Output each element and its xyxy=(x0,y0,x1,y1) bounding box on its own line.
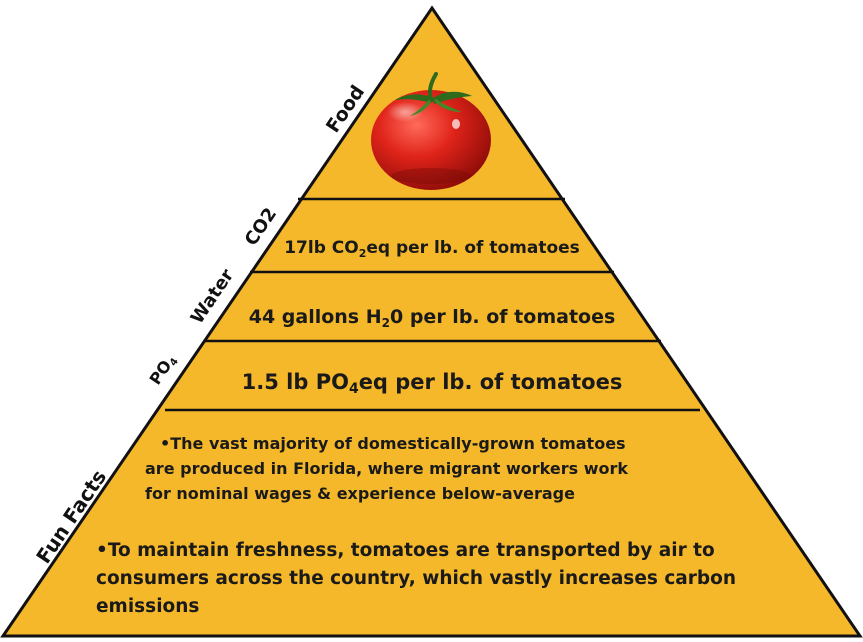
fun-fact-1-line-3: for nominal wages & experience below-ave… xyxy=(145,484,575,503)
co2-layer-text: 17lb CO2eq per lb. of tomatoes xyxy=(284,238,580,260)
fun-fact-2-line-1: •To maintain freshness, tomatoes are tra… xyxy=(96,540,715,561)
fun-fact-1-line-2: are produced in Florida, where migrant w… xyxy=(145,459,628,478)
fun-fact-2: •To maintain freshness, tomatoes are tra… xyxy=(96,540,736,617)
tomato-icon xyxy=(371,72,491,190)
fun-fact-1-line-1: •The vast majority of domestically-grown… xyxy=(160,434,626,453)
fun-fact-2-line-2: consumers across the country, which vast… xyxy=(96,568,736,589)
fun-fact-1: •The vast majority of domestically-grown… xyxy=(145,434,628,503)
fun-fact-2-line-3: emissions xyxy=(96,596,199,617)
water-layer-text: 44 gallons H20 per lb. of tomatoes xyxy=(249,306,616,330)
pyramid-shape xyxy=(0,5,863,638)
po4-layer-text: 1.5 lb PO4eq per lb. of tomatoes xyxy=(242,370,623,397)
